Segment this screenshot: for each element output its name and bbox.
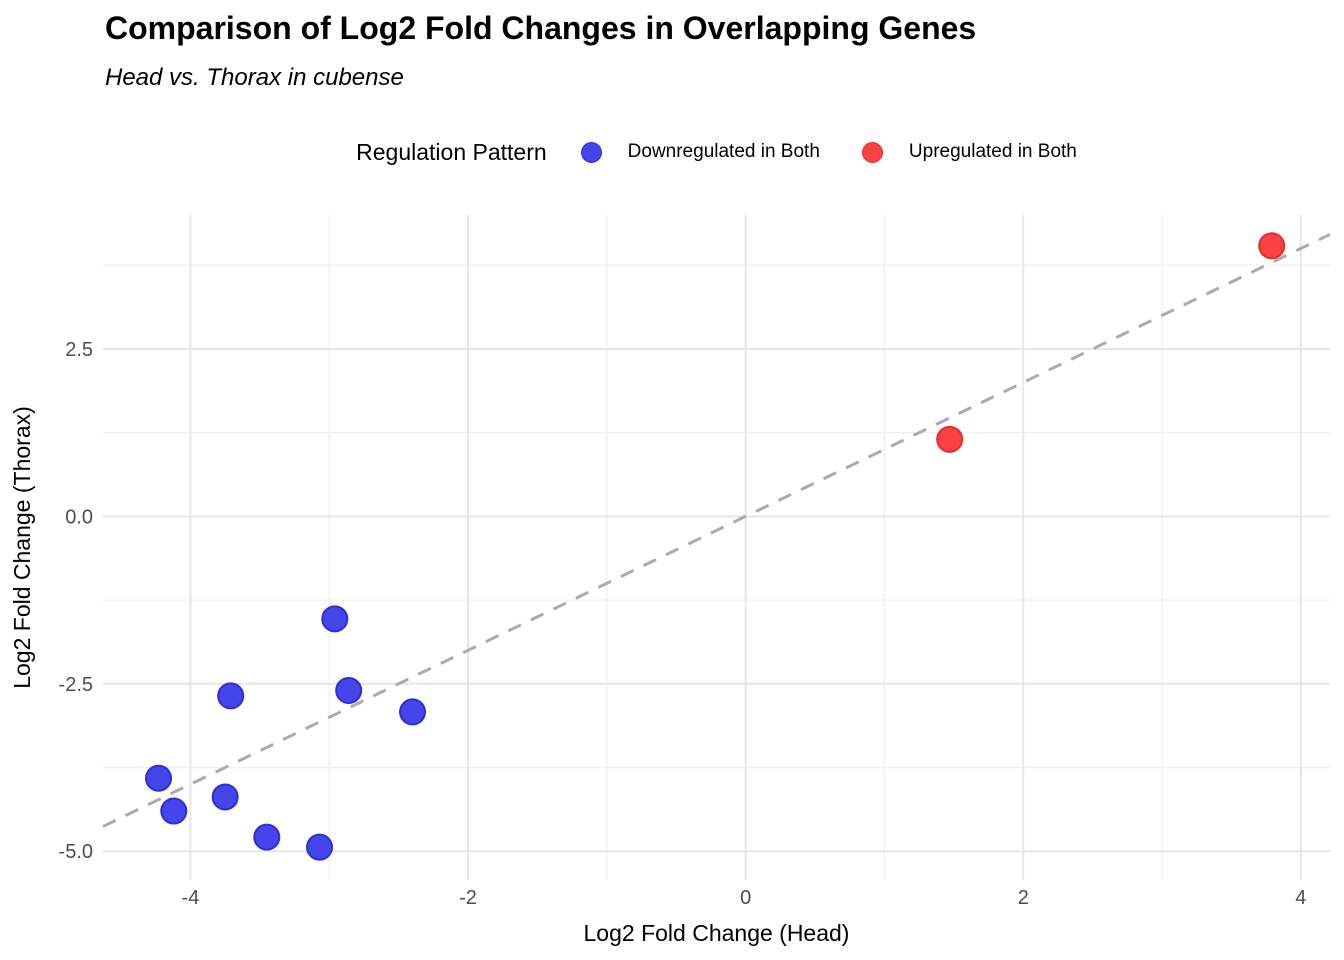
- red-dot-icon: [861, 141, 883, 163]
- legend-title: Regulation Pattern: [356, 138, 547, 165]
- x-tick-label: 0: [740, 887, 751, 909]
- legend: Regulation Pattern Downregulated in Both…: [103, 132, 1330, 172]
- blue-dot-icon: [580, 141, 602, 163]
- data-point: [1258, 232, 1286, 260]
- data-point: [217, 682, 245, 710]
- chart-title: Comparison of Log2 Fold Changes in Overl…: [105, 10, 977, 46]
- y-tick-label: 2.5: [65, 339, 93, 361]
- identity-dashed-line: [102, 233, 1331, 828]
- x-tick-label: 2: [1018, 887, 1029, 909]
- legend-item-downregulated: Downregulated in Both: [580, 141, 820, 163]
- legend-item-label: Upregulated in Both: [908, 141, 1077, 162]
- data-point: [306, 833, 334, 861]
- legend-item-label: Downregulated in Both: [627, 141, 820, 162]
- data-point: [321, 605, 349, 633]
- y-tick-label: 0.0: [65, 506, 93, 528]
- x-tick-label: -4: [182, 887, 200, 909]
- x-tick-label: 4: [1295, 887, 1306, 909]
- y-axis-title: Log2 Fold Change (Thorax): [9, 406, 35, 689]
- data-point: [399, 698, 427, 726]
- data-point: [160, 797, 188, 825]
- x-axis-title: Log2 Fold Change (Head): [584, 920, 850, 946]
- x-tick-label: -2: [459, 887, 477, 909]
- legend-item-upregulated: Upregulated in Both: [861, 141, 1077, 163]
- data-point: [335, 676, 363, 704]
- data-point: [936, 425, 964, 453]
- chart-subtitle: Head vs. Thorax in cubense: [105, 64, 404, 91]
- y-tick-label: -5.0: [59, 841, 93, 863]
- data-point: [211, 783, 239, 811]
- y-tick-label: -2.5: [59, 674, 93, 696]
- data-point: [145, 764, 173, 792]
- data-point: [253, 823, 281, 851]
